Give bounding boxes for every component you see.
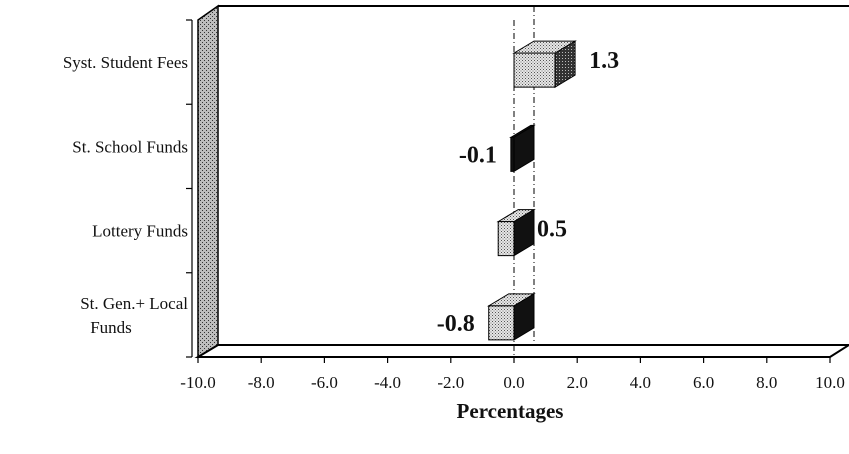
bar — [496, 208, 536, 257]
category-label: Funds — [90, 318, 132, 337]
floor — [194, 344, 849, 358]
category-label: Lottery Funds — [92, 222, 188, 241]
data-label: -0.8 — [437, 311, 475, 337]
x-tick-label: 8.0 — [756, 373, 777, 392]
x-axis-title: Percentages — [457, 399, 564, 423]
bar-side — [513, 124, 535, 173]
category-label: St. School Funds — [72, 137, 188, 156]
data-label: 0.5 — [537, 217, 567, 243]
x-axis: -10.0 -8.0 -6.0 -4.0 -2.0 0.0 2.0 4.0 6.0 8.0 10.0 — [180, 357, 845, 392]
bar-side — [513, 208, 535, 257]
data-label: -0.1 — [459, 142, 497, 168]
data-labels: 1.3 -0.1 0.5 -0.8 — [437, 48, 619, 337]
bar — [509, 124, 536, 173]
x-tick-label: -10.0 — [180, 373, 215, 392]
bar — [512, 40, 577, 89]
bar-side — [513, 292, 535, 341]
bar-front — [497, 221, 515, 257]
x-tick-label: 4.0 — [630, 373, 651, 392]
bars — [486, 40, 577, 341]
bar-side — [554, 40, 576, 89]
x-tick-label: 0.0 — [503, 373, 524, 392]
y-axis: Syst. Student Fees St. School Funds Lotter… — [63, 19, 193, 358]
data-label: 1.3 — [589, 48, 619, 74]
chart-walls — [194, 4, 849, 359]
x-tick-label: -4.0 — [374, 373, 401, 392]
x-tick-label: -2.0 — [437, 373, 464, 392]
category-label: Syst. Student Fees — [63, 53, 188, 72]
x-tick-label: -6.0 — [311, 373, 338, 392]
category-label: St. Gen.+ Local — [80, 294, 188, 313]
bar-front — [488, 305, 515, 341]
x-tick-label: 2.0 — [567, 373, 588, 392]
left-wall — [197, 4, 219, 359]
bar — [486, 292, 536, 341]
x-tick-label: 10.0 — [815, 373, 845, 392]
x-tick-label: -8.0 — [248, 373, 275, 392]
x-tick-label: 6.0 — [693, 373, 714, 392]
bar-front — [513, 52, 556, 88]
